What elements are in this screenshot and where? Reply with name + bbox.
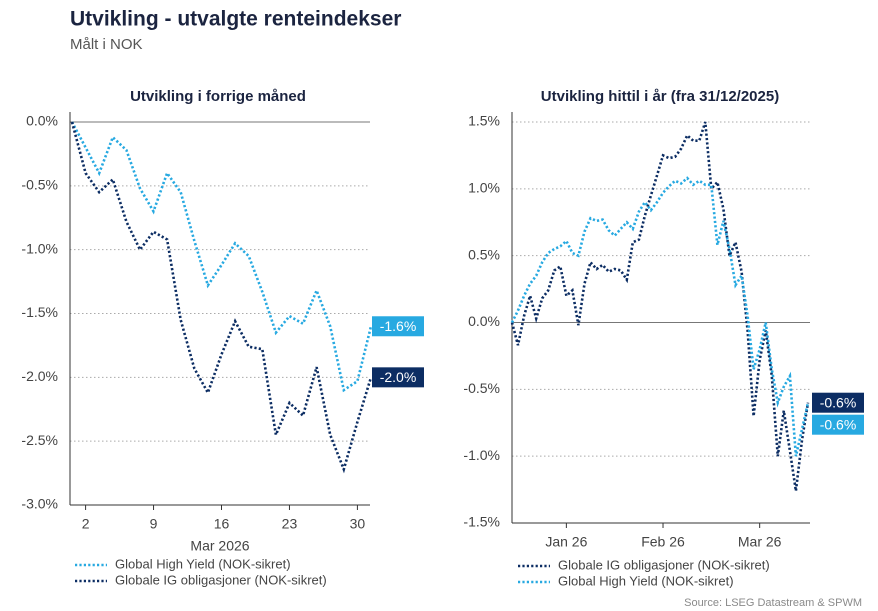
y-tick-label: -2.5%	[21, 432, 58, 448]
y-tick-label: 0.5%	[468, 246, 500, 262]
x-tick-label: Mar 26	[738, 534, 782, 550]
series-line	[510, 121, 810, 492]
x-tick-label: Feb 26	[641, 534, 685, 550]
y-tick-label: -3.0%	[21, 496, 58, 512]
y-tick-label: 0.0%	[468, 313, 500, 329]
source: Source: LSEG Datastream & SPWM	[684, 597, 862, 609]
y-tick-label: -1.0%	[21, 240, 58, 256]
x-tick-label: 30	[350, 516, 366, 532]
series-line	[510, 176, 810, 457]
y-tick-label: -1.5%	[21, 304, 58, 320]
value-label: -2.0%	[380, 369, 417, 385]
legend-label: Globale IG obligasjoner (NOK-sikret)	[115, 572, 327, 587]
series-line	[70, 121, 373, 474]
chart-title: Utvikling i forrige måned	[130, 88, 306, 105]
value-label-box	[812, 414, 864, 435]
legend-label: Global High Yield (NOK-sikret)	[558, 573, 734, 588]
value-label-box	[372, 316, 424, 337]
x-tick-label: 9	[150, 516, 158, 532]
value-label: -1.6%	[380, 318, 417, 334]
y-tick-label: -2.0%	[21, 368, 58, 384]
chart-title: Utvikling hittil i år (fra 31/12/2025)	[541, 88, 779, 105]
y-tick-label: -1.0%	[463, 447, 500, 463]
series-line	[70, 121, 373, 393]
page-title: Utvikling - utvalgte renteindekser	[70, 8, 401, 31]
y-tick-label: -1.5%	[463, 514, 500, 530]
page-subtitle: Målt i NOK	[70, 36, 143, 53]
y-tick-label: -0.5%	[21, 177, 58, 193]
x-tick-label: 23	[282, 516, 298, 532]
x-tick-label: Jan 26	[545, 534, 587, 550]
y-tick-label: 1.5%	[468, 113, 500, 129]
value-label: -0.6%	[820, 416, 857, 432]
legend-label: Globale IG obligasjoner (NOK-sikret)	[558, 557, 770, 572]
y-tick-label: 1.0%	[468, 180, 500, 196]
x-tick-label: 16	[214, 516, 230, 532]
x-tick-label: 2	[82, 516, 90, 532]
value-label: -0.6%	[820, 394, 857, 410]
value-label-box	[812, 392, 864, 413]
y-tick-label: -0.5%	[463, 380, 500, 396]
legend-label: Global High Yield (NOK-sikret)	[115, 556, 291, 571]
y-tick-label: 0.0%	[26, 113, 58, 129]
value-label-box	[372, 367, 424, 388]
x-axis-label: Mar 2026	[190, 538, 249, 554]
